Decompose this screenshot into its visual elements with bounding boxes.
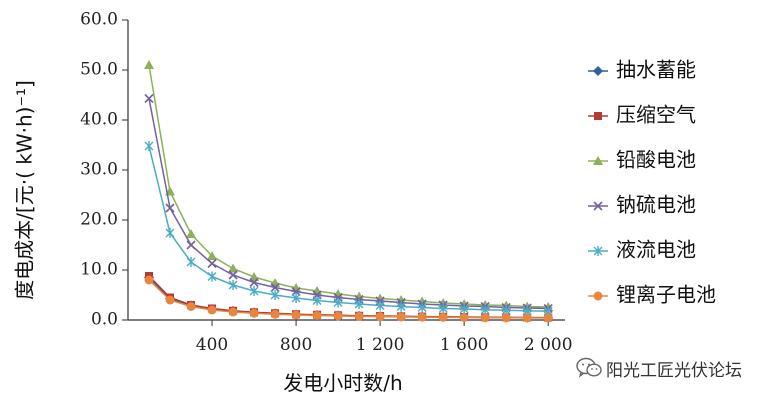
data-point — [186, 229, 197, 238]
series-4 — [144, 93, 553, 314]
data-point — [417, 302, 427, 313]
legend-label: 液流电池 — [616, 238, 696, 262]
data-point — [144, 275, 154, 285]
legend-label: 铅酸电池 — [616, 148, 696, 172]
data-point — [333, 297, 343, 308]
y-tick-label: 10.0 — [80, 260, 118, 280]
legend-label: 抽水蓄能 — [616, 58, 696, 82]
data-point — [228, 307, 238, 317]
data-point — [354, 299, 364, 309]
data-point — [417, 312, 427, 322]
legend-item: 抽水蓄能 — [588, 58, 696, 82]
data-point — [186, 302, 196, 311]
data-point — [501, 313, 511, 323]
series-line — [148, 145, 549, 313]
data-point — [438, 312, 448, 322]
y-tick-label: 40.0 — [80, 110, 118, 130]
y-tick-label: 0.0 — [91, 310, 118, 330]
data-point — [291, 286, 301, 297]
data-point — [165, 203, 175, 213]
data-point — [312, 295, 322, 306]
data-point — [144, 141, 154, 151]
legend-label: 钠硫电池 — [616, 193, 696, 217]
y-tick-label: 30.0 — [80, 160, 118, 180]
y-tick-label: 20.0 — [80, 210, 118, 230]
y-tick-label: 60.0 — [80, 10, 118, 30]
legend-label: 压缩空气 — [616, 103, 696, 127]
data-point — [333, 311, 343, 321]
data-point — [459, 304, 469, 314]
data-point — [249, 308, 259, 318]
data-point — [291, 310, 301, 320]
data-point — [186, 257, 196, 267]
series-line — [148, 64, 549, 308]
data-point — [228, 263, 239, 273]
data-point — [354, 311, 364, 321]
data-point — [375, 300, 385, 311]
x-tick-label: 2 000 — [524, 335, 573, 355]
series-line — [148, 98, 549, 310]
x-tick-label: 400 — [196, 335, 228, 355]
series-2 — [145, 272, 553, 322]
data-point — [270, 309, 280, 319]
data-point — [480, 313, 490, 323]
data-point — [396, 301, 406, 312]
y-tick-label: 50.0 — [80, 60, 118, 80]
data-point — [207, 305, 217, 315]
data-point — [480, 304, 490, 315]
data-point — [207, 251, 218, 260]
series-layer — [144, 60, 554, 323]
data-point — [354, 291, 365, 301]
data-point — [249, 277, 259, 288]
series-3 — [144, 60, 554, 311]
data-point — [144, 60, 155, 69]
legend-marker — [594, 112, 602, 120]
series-6 — [144, 275, 553, 323]
x-axis-title: 发电小时数/h — [283, 371, 402, 395]
data-point — [249, 286, 259, 296]
legend-marker — [593, 201, 603, 211]
x-tick-label: 800 — [280, 335, 312, 355]
data-point — [291, 293, 301, 303]
legend-item: 液流电池 — [588, 238, 696, 262]
legend-marker — [593, 291, 603, 301]
data-point — [165, 228, 175, 238]
y-axis-title: 度电成本/[元·( kW·h)⁻¹] — [13, 80, 37, 300]
series-5 — [144, 141, 553, 317]
data-point — [396, 312, 406, 322]
data-point — [522, 313, 532, 323]
wechat-icon — [576, 357, 602, 378]
watermark-text: 阳光工匠光伏论坛 — [606, 360, 742, 381]
legend-item: 锂离子电池 — [588, 283, 716, 307]
legend-marker — [593, 246, 603, 256]
data-point — [165, 295, 175, 305]
y-axis-title-group: 度电成本/[元·( kW·h)⁻¹] — [13, 80, 37, 300]
data-point — [249, 272, 260, 281]
data-point — [207, 258, 217, 269]
legend-item: 钠硫电池 — [588, 193, 696, 217]
data-point — [207, 271, 217, 282]
data-point — [270, 290, 280, 300]
data-point — [144, 93, 154, 104]
data-point — [543, 313, 553, 323]
legend-label: 锂离子电池 — [616, 283, 716, 307]
watermark: 阳光工匠光伏论坛 — [576, 355, 742, 381]
axes: 0.0 10.0 20.0 30.0 40.0 50.0 60.0 400 800 1 200 1 … — [80, 10, 572, 356]
data-point — [375, 312, 385, 322]
data-point — [186, 240, 196, 250]
x-tick-label: 1 200 — [356, 335, 405, 355]
x-tick-label: 1 600 — [440, 335, 489, 355]
legend-item: 压缩空气 — [588, 103, 696, 127]
data-point — [270, 282, 280, 293]
legend-item: 铅酸电池 — [588, 148, 696, 172]
data-point — [438, 303, 448, 314]
data-point — [312, 311, 322, 320]
data-point — [228, 280, 238, 290]
legend-marker — [593, 66, 603, 76]
data-point — [228, 270, 238, 280]
legend-marker — [593, 156, 603, 165]
data-point — [459, 313, 469, 322]
